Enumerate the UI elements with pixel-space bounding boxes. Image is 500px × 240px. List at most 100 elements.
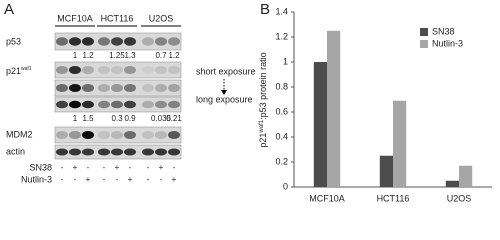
y-label-sup: waf1 xyxy=(259,119,265,133)
treatment-sign: - xyxy=(103,175,106,184)
row-label: actin xyxy=(6,146,25,156)
panel-label: A xyxy=(4,1,14,18)
quantification: 1.25 xyxy=(109,51,125,60)
quantification: 1.5 xyxy=(82,114,94,123)
quantification: 1.3 xyxy=(124,51,136,60)
note: long exposure xyxy=(196,94,253,104)
cell-line-label: HCT116 xyxy=(101,13,134,23)
blot-band xyxy=(168,37,180,46)
blot-band xyxy=(111,131,123,139)
blot-band xyxy=(56,84,68,92)
treatment-sign: - xyxy=(103,163,106,172)
y-tick-label: 0.8 xyxy=(275,81,288,91)
treatment-sign: + xyxy=(115,163,120,172)
blot-band xyxy=(98,131,110,139)
blot-band xyxy=(111,66,123,74)
blot-band xyxy=(124,84,136,92)
treatment-sign: - xyxy=(173,163,176,172)
panel-a: A p53 p21waf1 MDM2 actin short exposure … xyxy=(4,1,256,184)
cell-line-label: U2OS xyxy=(149,13,174,23)
blot-band xyxy=(124,100,136,109)
blot-band xyxy=(155,66,167,74)
bar xyxy=(379,155,393,187)
blot-band xyxy=(98,66,110,74)
blot-band xyxy=(111,37,123,46)
blot-band xyxy=(124,131,136,139)
blot-band xyxy=(155,100,167,109)
legend-swatch xyxy=(420,40,428,48)
superscript: waf1 xyxy=(21,66,32,72)
y-tick-label: 1.4 xyxy=(275,6,288,16)
blot-band xyxy=(155,148,167,156)
treatment-sign: + xyxy=(73,163,78,172)
y-tick-label: 1 xyxy=(283,56,288,66)
row-label: p21 xyxy=(6,66,21,76)
blot-band xyxy=(56,131,68,139)
blot-band xyxy=(82,66,94,74)
treatment-label: SN38 xyxy=(29,162,52,172)
quantification: 0.3 xyxy=(111,114,123,123)
row-label: p21waf1 xyxy=(6,66,32,76)
blot-band xyxy=(142,66,154,74)
blot-band xyxy=(98,84,110,92)
blot-strip xyxy=(54,61,182,79)
blot-band xyxy=(98,148,110,156)
blot-band xyxy=(98,37,110,46)
y-tick-label: 0 xyxy=(283,181,288,191)
blot-strip xyxy=(54,79,182,97)
treatment-sign: - xyxy=(61,163,64,172)
blot-strip xyxy=(54,126,182,144)
arrow-head xyxy=(221,90,227,95)
treatment-sign: + xyxy=(159,163,164,172)
bar xyxy=(313,62,327,187)
blot-band xyxy=(168,84,180,92)
x-tick-label: HCT116 xyxy=(377,193,410,203)
blot-band xyxy=(56,66,68,74)
blot-band xyxy=(98,100,110,109)
blot-band xyxy=(111,100,123,109)
blot-band xyxy=(124,148,136,156)
y-tick-label: 0.2 xyxy=(275,156,288,166)
x-tick-label: MCF10A xyxy=(309,193,345,203)
blot-band xyxy=(69,148,81,156)
legend-swatch xyxy=(420,28,428,36)
row-label: MDM2 xyxy=(6,129,33,139)
treatment-sign: + xyxy=(86,175,91,184)
quantification: 1.2 xyxy=(82,51,94,60)
quantification: 0.21 xyxy=(166,114,182,123)
bar xyxy=(445,180,459,187)
blot-band xyxy=(142,131,154,139)
blot-band xyxy=(69,100,81,109)
blot-band xyxy=(142,37,154,46)
blot-band xyxy=(124,37,136,46)
blot-band xyxy=(168,131,180,139)
blot-band xyxy=(142,84,154,92)
blot-band xyxy=(69,37,81,46)
quantification: 1 xyxy=(73,51,78,60)
blot-band xyxy=(69,84,81,92)
treatment-sign: - xyxy=(87,163,90,172)
panel-label: B xyxy=(260,1,270,18)
blot-band xyxy=(142,148,154,156)
blot-band xyxy=(168,100,180,109)
blot-band xyxy=(56,37,68,46)
blot-band xyxy=(82,100,94,109)
bar xyxy=(327,30,341,187)
treatment-label: Nutlin-3 xyxy=(21,174,52,184)
treatment-sign: - xyxy=(74,175,77,184)
treatment-sign: - xyxy=(61,175,64,184)
cell-line-label: MCF10A xyxy=(57,13,93,23)
quantification: 0.7 xyxy=(155,51,167,60)
blot-band xyxy=(56,100,68,109)
treatment-sign: - xyxy=(116,175,119,184)
row-label: p53 xyxy=(6,36,21,46)
blot-band xyxy=(69,66,81,74)
blot-band xyxy=(142,100,154,109)
y-tick-label: 0.4 xyxy=(275,131,288,141)
x-tick-label: U2OS xyxy=(447,193,472,203)
y-axis-label: p21waf1:p53 protein ratio xyxy=(258,52,268,147)
blot-band xyxy=(82,148,94,156)
blot-band xyxy=(56,148,68,156)
quantification: 0.035 xyxy=(151,114,172,123)
quantification: 0.9 xyxy=(124,114,136,123)
